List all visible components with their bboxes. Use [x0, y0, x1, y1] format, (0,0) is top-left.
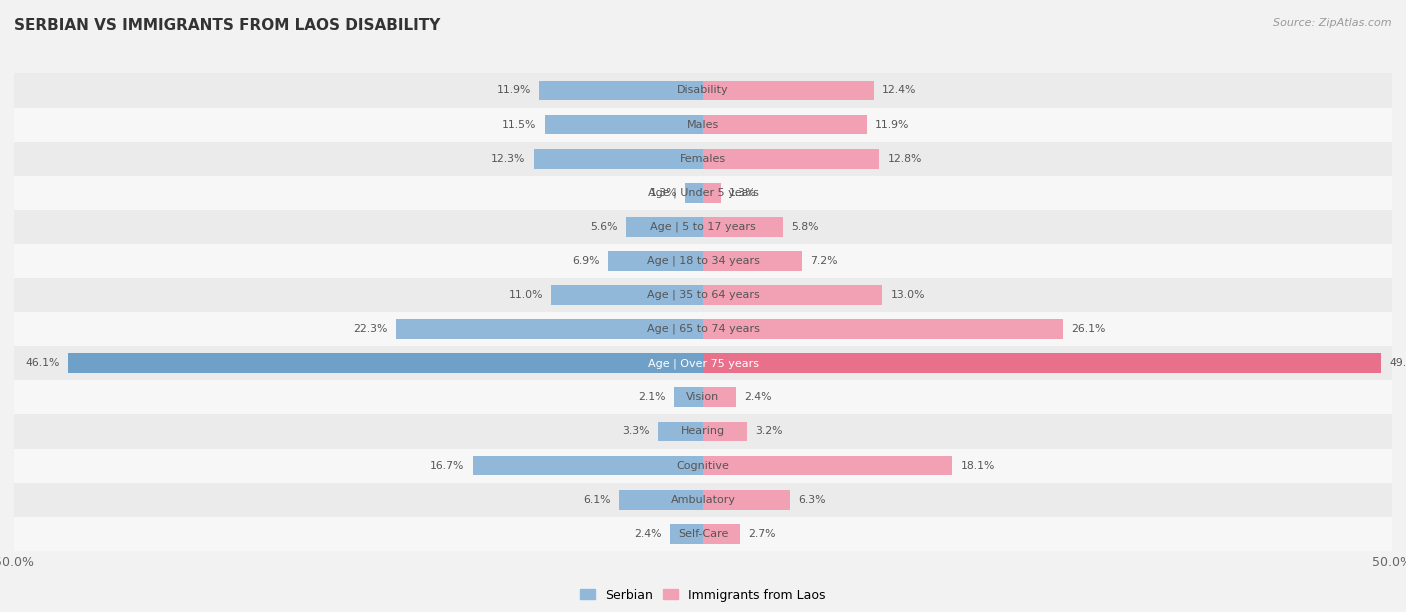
- Text: 16.7%: 16.7%: [430, 461, 464, 471]
- Text: Hearing: Hearing: [681, 427, 725, 436]
- Text: Ambulatory: Ambulatory: [671, 494, 735, 505]
- Bar: [703, 251, 803, 271]
- Bar: [703, 81, 875, 100]
- Text: Disability: Disability: [678, 86, 728, 95]
- Text: Age | 5 to 17 years: Age | 5 to 17 years: [650, 222, 756, 232]
- Bar: [703, 422, 747, 441]
- Bar: [14, 278, 1392, 312]
- Text: 5.8%: 5.8%: [792, 222, 818, 232]
- Text: 6.1%: 6.1%: [583, 494, 610, 505]
- Bar: [673, 387, 703, 407]
- Text: SERBIAN VS IMMIGRANTS FROM LAOS DISABILITY: SERBIAN VS IMMIGRANTS FROM LAOS DISABILI…: [14, 18, 440, 34]
- Bar: [14, 141, 1392, 176]
- Bar: [395, 319, 703, 339]
- Text: 18.1%: 18.1%: [960, 461, 995, 471]
- Bar: [14, 380, 1392, 414]
- Text: 11.9%: 11.9%: [875, 119, 910, 130]
- Bar: [703, 149, 879, 168]
- Bar: [472, 456, 703, 476]
- Bar: [14, 517, 1392, 551]
- Bar: [619, 490, 703, 510]
- Bar: [14, 73, 1392, 108]
- Bar: [14, 244, 1392, 278]
- Text: 6.3%: 6.3%: [799, 494, 825, 505]
- Bar: [703, 490, 790, 510]
- Bar: [703, 456, 952, 476]
- Text: 26.1%: 26.1%: [1071, 324, 1105, 334]
- Bar: [533, 149, 703, 168]
- Text: 13.0%: 13.0%: [890, 290, 925, 300]
- Text: 3.2%: 3.2%: [755, 427, 783, 436]
- Bar: [658, 422, 703, 441]
- Bar: [703, 387, 737, 407]
- Text: 7.2%: 7.2%: [810, 256, 838, 266]
- Text: 6.9%: 6.9%: [572, 256, 599, 266]
- Text: 3.3%: 3.3%: [621, 427, 650, 436]
- Text: Age | Under 5 years: Age | Under 5 years: [648, 187, 758, 198]
- Bar: [703, 217, 783, 237]
- Text: Age | 65 to 74 years: Age | 65 to 74 years: [647, 324, 759, 334]
- Bar: [14, 312, 1392, 346]
- Text: Age | 35 to 64 years: Age | 35 to 64 years: [647, 290, 759, 300]
- Text: 2.1%: 2.1%: [638, 392, 666, 402]
- Text: Males: Males: [688, 119, 718, 130]
- Text: Source: ZipAtlas.com: Source: ZipAtlas.com: [1274, 18, 1392, 28]
- Bar: [703, 114, 868, 135]
- Bar: [685, 183, 703, 203]
- Text: Age | Over 75 years: Age | Over 75 years: [648, 358, 758, 368]
- Bar: [669, 524, 703, 543]
- Bar: [14, 210, 1392, 244]
- Bar: [703, 183, 721, 203]
- Bar: [14, 449, 1392, 483]
- Text: Females: Females: [681, 154, 725, 163]
- Bar: [14, 483, 1392, 517]
- Bar: [14, 346, 1392, 380]
- Bar: [544, 114, 703, 135]
- Text: 1.3%: 1.3%: [730, 188, 756, 198]
- Text: 2.4%: 2.4%: [634, 529, 662, 539]
- Legend: Serbian, Immigrants from Laos: Serbian, Immigrants from Laos: [575, 584, 831, 606]
- Text: 49.2%: 49.2%: [1389, 358, 1406, 368]
- Text: Self-Care: Self-Care: [678, 529, 728, 539]
- Text: Age | 18 to 34 years: Age | 18 to 34 years: [647, 256, 759, 266]
- Bar: [703, 285, 882, 305]
- Text: 5.6%: 5.6%: [591, 222, 617, 232]
- Text: 46.1%: 46.1%: [25, 358, 59, 368]
- Bar: [703, 319, 1063, 339]
- Bar: [14, 414, 1392, 449]
- Bar: [703, 524, 740, 543]
- Text: 12.8%: 12.8%: [887, 154, 922, 163]
- Text: 11.9%: 11.9%: [496, 86, 531, 95]
- Text: 2.4%: 2.4%: [744, 392, 772, 402]
- Bar: [703, 353, 1381, 373]
- Text: 11.0%: 11.0%: [509, 290, 543, 300]
- Text: 2.7%: 2.7%: [748, 529, 776, 539]
- Text: 12.3%: 12.3%: [491, 154, 526, 163]
- Text: 12.4%: 12.4%: [882, 86, 917, 95]
- Text: 22.3%: 22.3%: [353, 324, 388, 334]
- Text: 1.3%: 1.3%: [650, 188, 676, 198]
- Text: 11.5%: 11.5%: [502, 119, 536, 130]
- Bar: [626, 217, 703, 237]
- Bar: [551, 285, 703, 305]
- Text: Vision: Vision: [686, 392, 720, 402]
- Bar: [538, 81, 703, 100]
- Bar: [607, 251, 703, 271]
- Bar: [67, 353, 703, 373]
- Bar: [14, 108, 1392, 141]
- Bar: [14, 176, 1392, 210]
- Text: Cognitive: Cognitive: [676, 461, 730, 471]
